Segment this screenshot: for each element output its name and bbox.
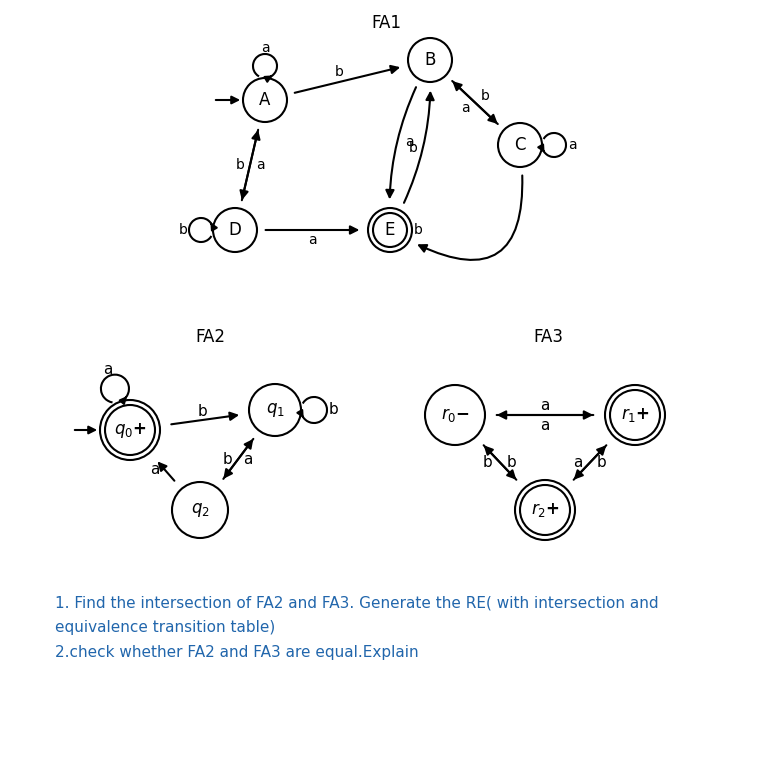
FancyArrowPatch shape (386, 87, 416, 197)
Text: a: a (243, 452, 252, 467)
Text: a: a (405, 135, 414, 149)
Text: b: b (335, 65, 344, 79)
Circle shape (498, 123, 542, 167)
Text: b: b (483, 455, 493, 470)
Text: 2.check whether FA2 and FA3 are equal.Explain: 2.check whether FA2 and FA3 are equal.Ex… (55, 645, 418, 660)
Text: b: b (408, 141, 417, 155)
Text: b: b (507, 455, 517, 470)
Text: a: a (261, 41, 269, 55)
FancyArrowPatch shape (404, 93, 434, 203)
FancyArrowPatch shape (483, 445, 515, 478)
Text: C: C (514, 136, 526, 154)
FancyArrowPatch shape (454, 83, 498, 124)
Text: D: D (229, 221, 242, 239)
FancyArrowPatch shape (223, 441, 252, 479)
Text: b: b (178, 223, 188, 237)
Text: b: b (328, 402, 338, 417)
FancyArrowPatch shape (295, 66, 398, 93)
FancyArrowPatch shape (575, 445, 606, 478)
Circle shape (172, 482, 228, 538)
Text: a: a (461, 101, 469, 115)
Text: b: b (198, 405, 208, 420)
Text: b: b (235, 158, 245, 172)
Text: a: a (540, 417, 550, 432)
Text: $r_0$−: $r_0$− (441, 406, 469, 424)
Text: a: a (308, 233, 317, 247)
FancyArrowPatch shape (496, 411, 591, 419)
Text: b: b (222, 452, 232, 467)
Circle shape (425, 385, 485, 445)
Text: $r_1$+: $r_1$+ (621, 406, 649, 424)
FancyArrowPatch shape (159, 463, 174, 480)
Text: equivalence transition table): equivalence transition table) (55, 620, 276, 635)
FancyArrowPatch shape (486, 447, 516, 480)
Text: a: a (256, 158, 264, 172)
Text: $r_2$+: $r_2$+ (530, 501, 560, 519)
Circle shape (100, 400, 160, 460)
Text: a: a (574, 455, 583, 470)
Circle shape (515, 480, 575, 540)
Text: FA2: FA2 (195, 328, 225, 346)
Circle shape (243, 78, 287, 122)
Text: FA1: FA1 (371, 14, 401, 32)
Text: a: a (567, 138, 577, 152)
Text: 1. Find the intersection of FA2 and FA3. Generate the RE( with intersection and: 1. Find the intersection of FA2 and FA3.… (55, 595, 659, 610)
Text: a: a (151, 463, 160, 477)
Circle shape (213, 208, 257, 252)
FancyArrowPatch shape (266, 226, 357, 234)
FancyArrowPatch shape (574, 447, 604, 480)
FancyArrowPatch shape (171, 413, 237, 424)
Text: $q_0$+: $q_0$+ (113, 420, 146, 439)
Circle shape (368, 208, 412, 252)
Text: $q_1$: $q_1$ (266, 401, 284, 419)
Text: b: b (597, 455, 607, 470)
Circle shape (408, 38, 452, 82)
Text: a: a (103, 363, 113, 378)
Text: b: b (414, 223, 422, 237)
Text: b: b (480, 90, 489, 104)
Text: $q_2$: $q_2$ (191, 501, 209, 519)
FancyArrowPatch shape (242, 132, 259, 200)
Text: B: B (425, 51, 435, 69)
FancyArrowPatch shape (419, 176, 523, 260)
Text: A: A (259, 91, 271, 109)
FancyArrowPatch shape (499, 411, 594, 419)
Circle shape (249, 384, 301, 436)
Text: a: a (540, 398, 550, 413)
FancyArrowPatch shape (225, 439, 253, 477)
FancyArrowPatch shape (452, 81, 496, 122)
Text: FA3: FA3 (533, 328, 563, 346)
Text: E: E (384, 221, 395, 239)
FancyArrowPatch shape (241, 129, 258, 198)
Circle shape (605, 385, 665, 445)
